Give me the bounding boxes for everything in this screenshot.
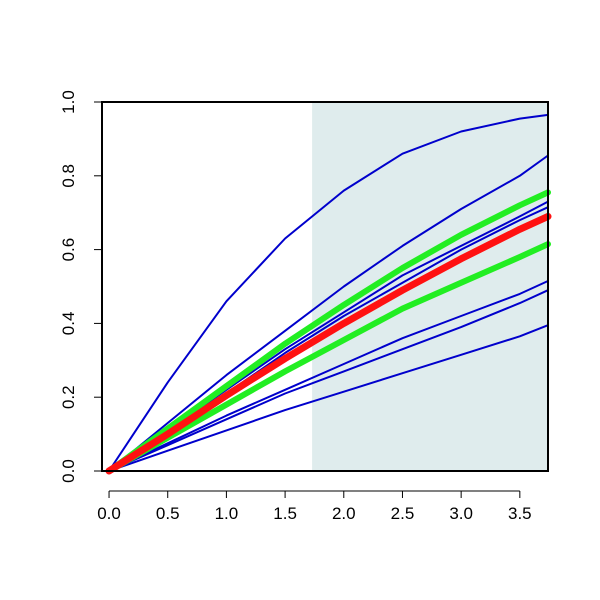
x-tick-label: 3.5 [508, 504, 532, 523]
series-line-2 [108, 154, 549, 472]
series-line-5 [108, 280, 549, 472]
shaded-region [312, 102, 548, 471]
x-tick-label: 2.0 [332, 504, 356, 523]
y-tick-label: 0.2 [59, 385, 78, 409]
plot-frame [101, 101, 549, 472]
y-tick-label: 0.0 [59, 459, 78, 483]
series-line-9 [106, 241, 551, 474]
x-tick-label: 2.5 [391, 504, 415, 523]
x-axis: 0.0 0.5 1.0 1.5 2.0 2.5 3.0 3.5 [97, 490, 532, 523]
series-line-7 [108, 324, 549, 472]
y-tick-label: 0.8 [59, 164, 78, 188]
series-line-1 [108, 113, 549, 472]
x-tick-label: 1.5 [273, 504, 297, 523]
x-tick-label: 3.0 [449, 504, 473, 523]
series-lines [105, 113, 552, 475]
y-axis: 0.0 0.2 0.4 0.6 0.8 1.0 [59, 90, 102, 483]
x-tick-label: 0.0 [97, 504, 121, 523]
y-tick-label: 0.6 [59, 238, 78, 262]
series-line-10 [105, 212, 552, 475]
x-tick-label: 1.0 [215, 504, 239, 523]
series-line-6 [108, 289, 549, 472]
y-tick-label: 1.0 [59, 90, 78, 114]
y-tick-label: 0.4 [59, 312, 78, 336]
series-line-8 [106, 189, 551, 474]
x-tick-label: 0.5 [156, 504, 180, 523]
